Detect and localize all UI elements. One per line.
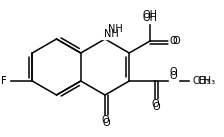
Text: O: O: [169, 36, 177, 46]
Text: NH: NH: [108, 24, 123, 34]
Bar: [143, 14, 157, 22]
Text: F: F: [1, 76, 7, 86]
Bar: [151, 99, 160, 109]
Bar: [169, 72, 178, 81]
Text: O: O: [172, 36, 180, 46]
Text: O: O: [102, 118, 110, 128]
Text: O: O: [169, 67, 177, 77]
Text: O: O: [169, 71, 177, 81]
Text: CH₃: CH₃: [192, 76, 210, 86]
Text: NH: NH: [104, 29, 118, 39]
Bar: [101, 115, 110, 125]
Bar: [168, 36, 178, 45]
Bar: [0, 76, 9, 85]
Text: OH: OH: [142, 10, 157, 20]
Text: OH: OH: [142, 13, 157, 23]
Text: F: F: [1, 76, 6, 86]
Text: CH₃: CH₃: [197, 76, 215, 86]
Text: O: O: [151, 99, 159, 109]
Text: O: O: [101, 115, 109, 125]
Bar: [190, 76, 212, 85]
Text: O: O: [153, 102, 160, 112]
Bar: [102, 29, 120, 38]
